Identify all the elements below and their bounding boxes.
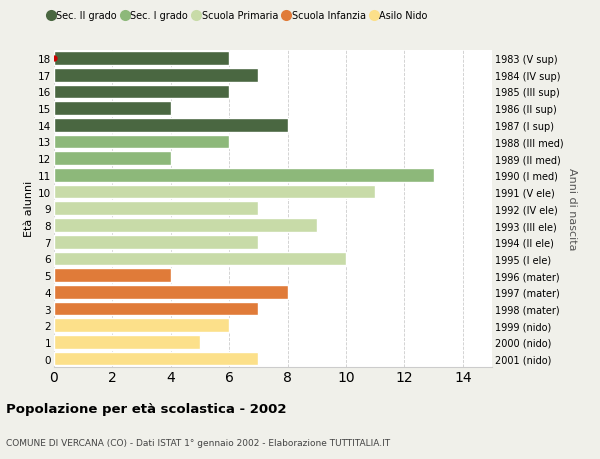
- Bar: [54, 185, 375, 199]
- Bar: [54, 202, 259, 216]
- Bar: [54, 269, 171, 282]
- Bar: [54, 352, 259, 366]
- Text: Popolazione per età scolastica - 2002: Popolazione per età scolastica - 2002: [6, 403, 287, 415]
- Bar: [54, 69, 259, 82]
- Bar: [54, 102, 171, 116]
- Bar: [54, 135, 229, 149]
- Y-axis label: Età alunni: Età alunni: [24, 181, 34, 237]
- Bar: [54, 235, 259, 249]
- Bar: [54, 119, 287, 132]
- Bar: [54, 52, 229, 66]
- Text: COMUNE DI VERCANA (CO) - Dati ISTAT 1° gennaio 2002 - Elaborazione TUTTITALIA.IT: COMUNE DI VERCANA (CO) - Dati ISTAT 1° g…: [6, 438, 390, 448]
- Bar: [54, 168, 434, 182]
- Bar: [54, 302, 259, 316]
- Bar: [54, 252, 346, 266]
- Bar: [54, 152, 171, 166]
- Bar: [54, 218, 317, 232]
- Legend: Sec. II grado, Sec. I grado, Scuola Primaria, Scuola Infanzia, Asilo Nido: Sec. II grado, Sec. I grado, Scuola Prim…: [48, 11, 428, 21]
- Y-axis label: Anni di nascita: Anni di nascita: [567, 168, 577, 250]
- Bar: [54, 319, 229, 332]
- Bar: [54, 285, 287, 299]
- Bar: [54, 336, 200, 349]
- Bar: [54, 85, 229, 99]
